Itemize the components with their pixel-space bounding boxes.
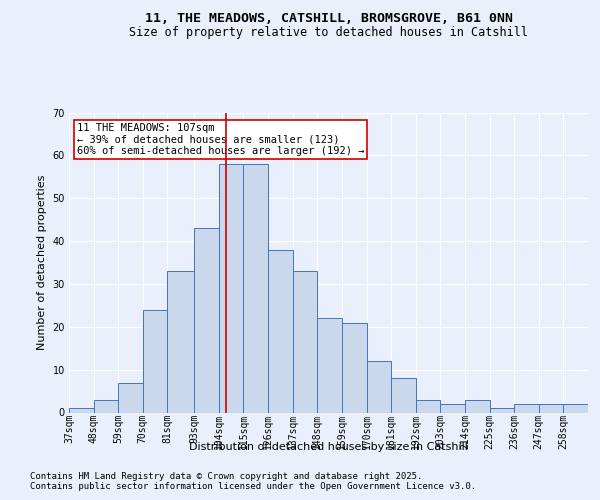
- Bar: [293, 271, 317, 412]
- Bar: [219, 164, 244, 412]
- Bar: [143, 310, 167, 412]
- Text: Contains HM Land Registry data © Crown copyright and database right 2025.: Contains HM Land Registry data © Crown c…: [30, 472, 422, 481]
- Bar: [440, 404, 465, 412]
- Text: Distribution of detached houses by size in Catshill: Distribution of detached houses by size …: [190, 442, 468, 452]
- Bar: [416, 400, 440, 412]
- Bar: [539, 404, 563, 412]
- Bar: [194, 228, 219, 412]
- Text: 11, THE MEADOWS, CATSHILL, BROMSGROVE, B61 0NN: 11, THE MEADOWS, CATSHILL, BROMSGROVE, B…: [145, 12, 513, 26]
- Bar: [514, 404, 539, 412]
- Text: Size of property relative to detached houses in Catshill: Size of property relative to detached ho…: [130, 26, 528, 39]
- Bar: [490, 408, 514, 412]
- Y-axis label: Number of detached properties: Number of detached properties: [37, 175, 47, 350]
- Bar: [94, 400, 118, 412]
- Text: 11 THE MEADOWS: 107sqm
← 39% of detached houses are smaller (123)
60% of semi-de: 11 THE MEADOWS: 107sqm ← 39% of detached…: [77, 123, 364, 156]
- Bar: [167, 271, 194, 412]
- Text: Contains public sector information licensed under the Open Government Licence v3: Contains public sector information licen…: [30, 482, 476, 491]
- Bar: [367, 361, 391, 412]
- Bar: [69, 408, 94, 412]
- Bar: [244, 164, 268, 412]
- Bar: [118, 382, 143, 412]
- Bar: [465, 400, 490, 412]
- Bar: [317, 318, 342, 412]
- Bar: [268, 250, 293, 412]
- Bar: [391, 378, 416, 412]
- Bar: [563, 404, 588, 412]
- Bar: [342, 322, 367, 412]
